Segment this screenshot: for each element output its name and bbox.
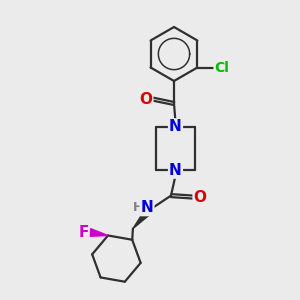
Text: H: H <box>133 201 143 214</box>
Text: N: N <box>169 119 182 134</box>
Text: O: O <box>139 92 152 106</box>
Text: O: O <box>194 190 207 205</box>
Polygon shape <box>89 229 108 236</box>
Text: Cl: Cl <box>214 61 230 74</box>
Text: F: F <box>78 225 88 240</box>
Text: N: N <box>169 163 182 178</box>
Text: N: N <box>141 200 153 215</box>
Polygon shape <box>133 207 152 229</box>
